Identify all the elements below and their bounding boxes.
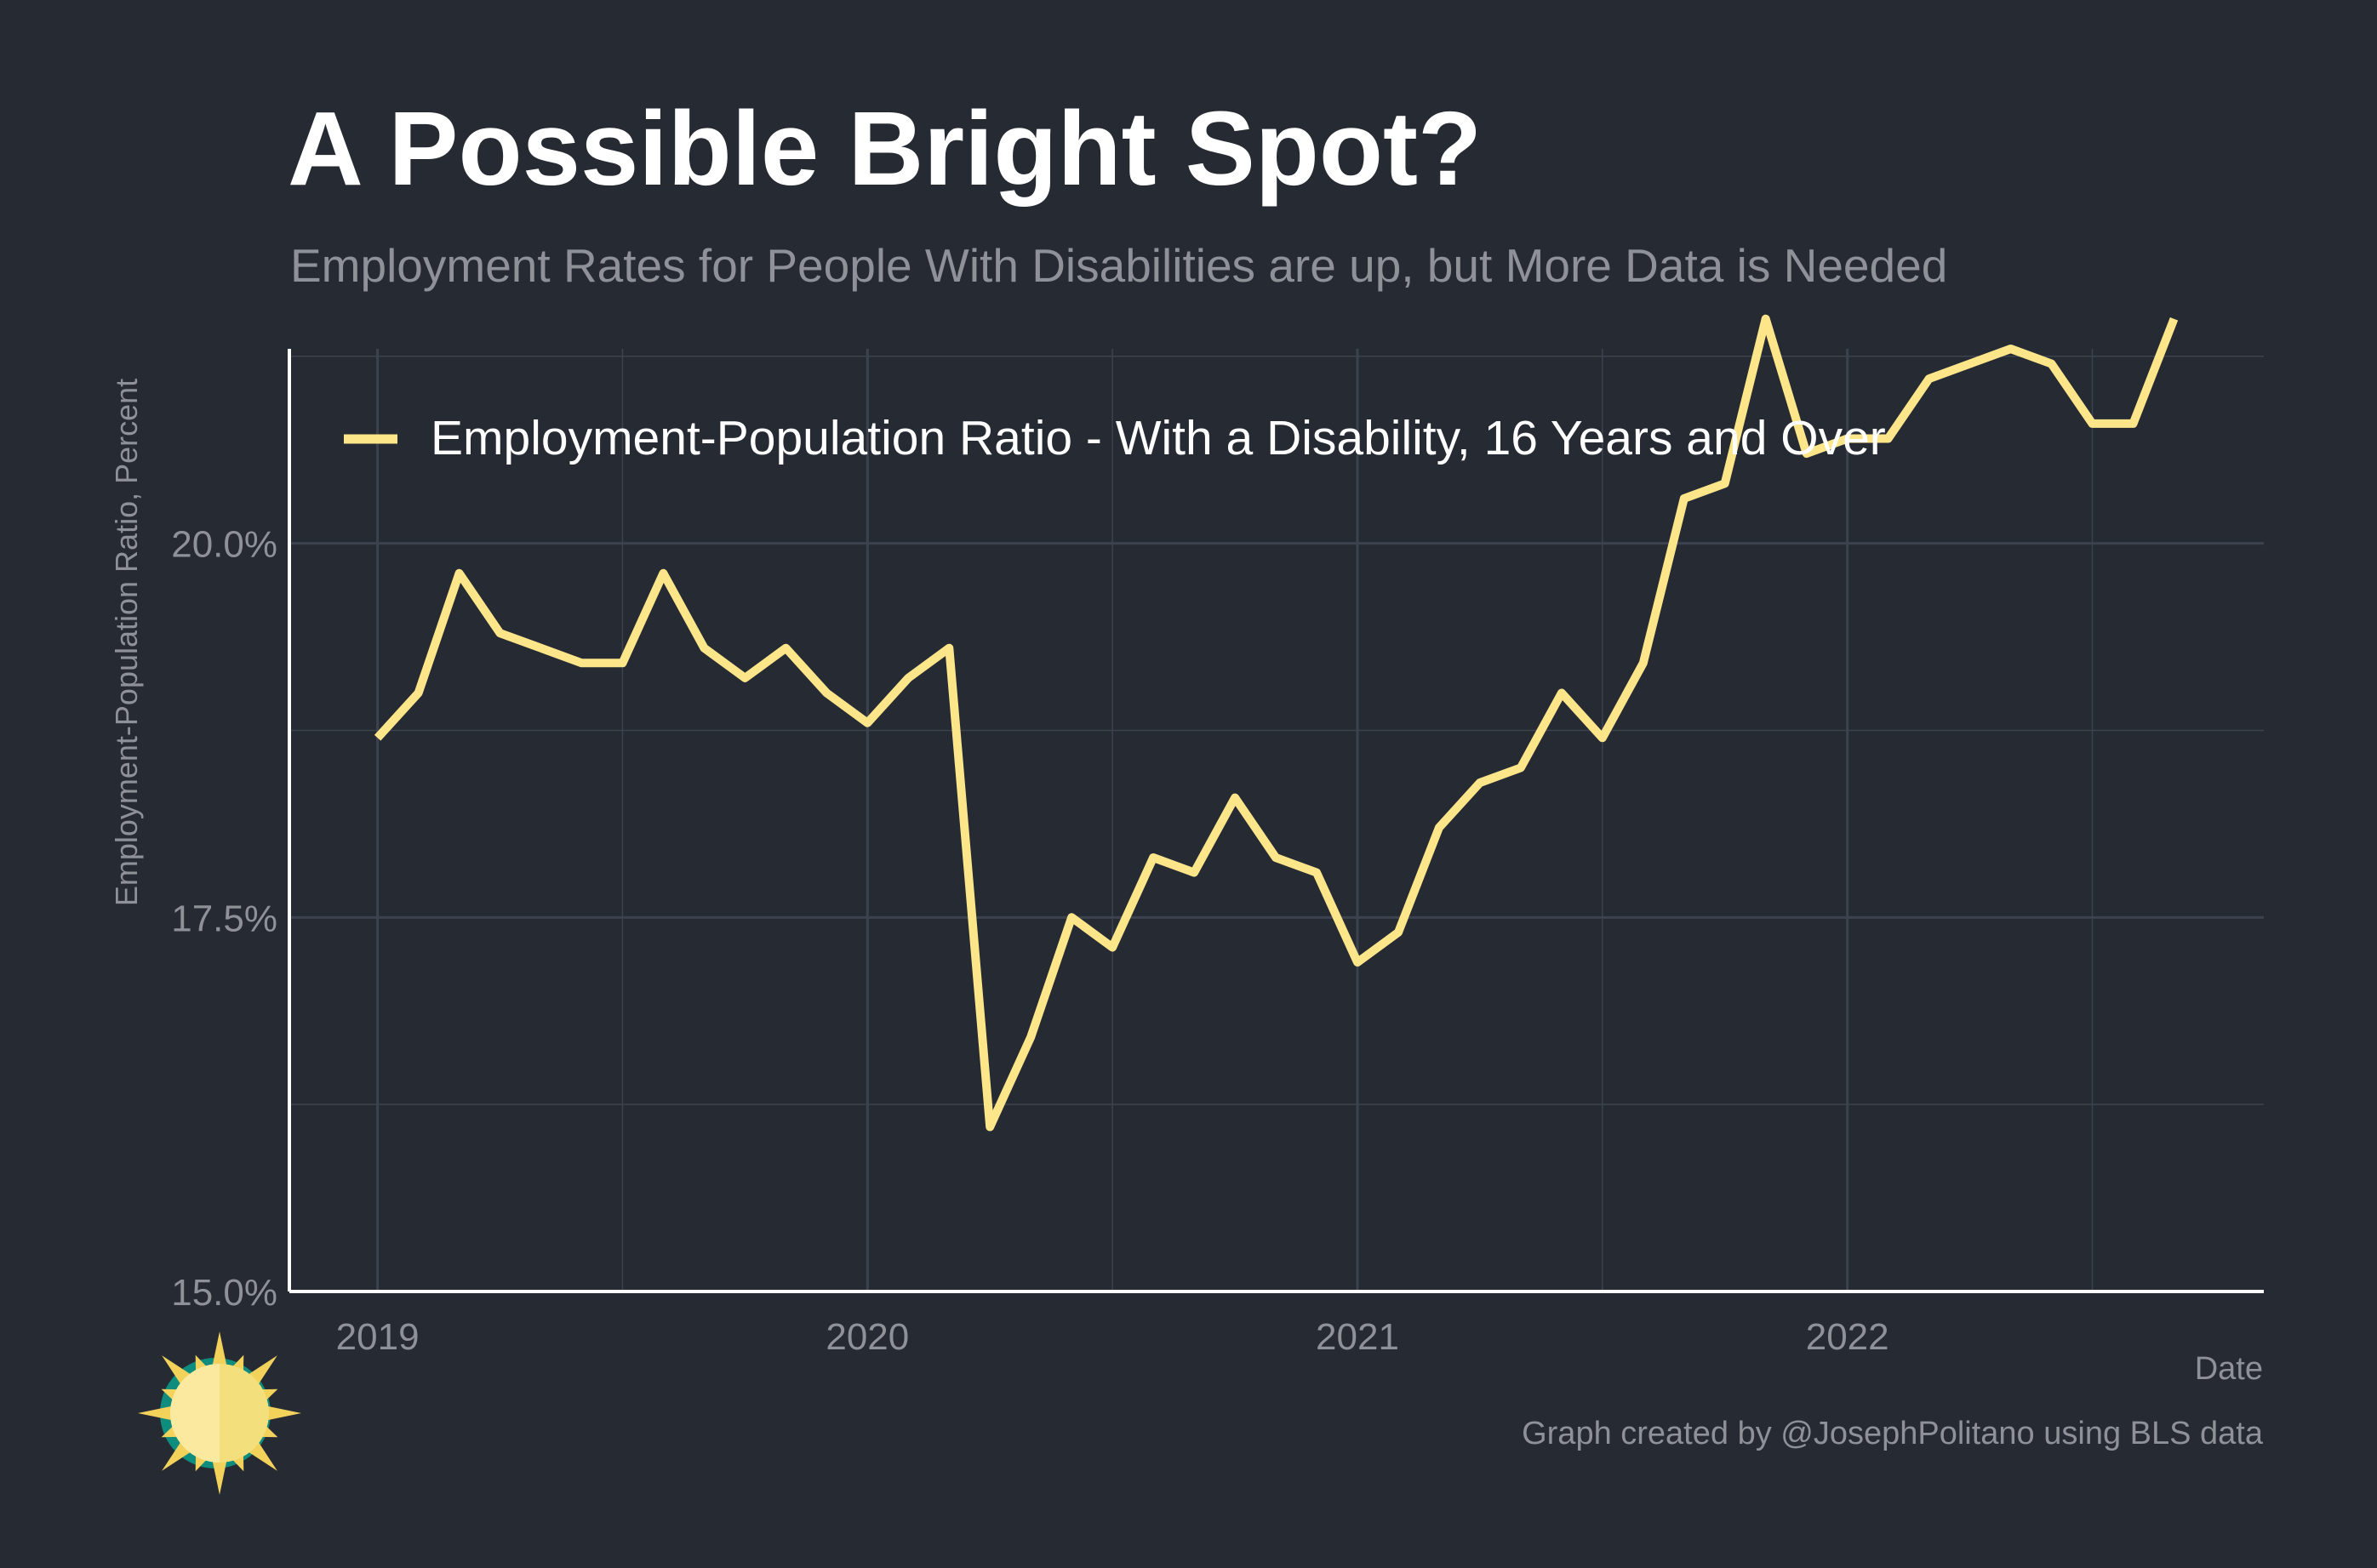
y-axis-label: Employment-Population Ratio, Percent: [109, 379, 144, 906]
legend-label: Employment-Population Ratio - With a Dis…: [431, 411, 1886, 465]
x-tick-label: 2022: [1806, 1316, 1889, 1358]
grid-minor: [289, 349, 2264, 1291]
source-caption: Graph created by @JosephPolitano using B…: [1522, 1416, 2263, 1451]
grid-major: [289, 349, 2264, 1293]
x-tick-label: 2019: [336, 1316, 420, 1358]
x-tick-labels: 2019 2020 2021 2022: [336, 1316, 1889, 1358]
chart-subtitle: Employment Rates for People With Disabil…: [290, 239, 1948, 292]
chart-title: A Possible Bright Spot?: [288, 91, 1483, 208]
series-line: [374, 314, 2179, 1132]
y-tick-label: 17.5%: [171, 898, 277, 939]
sun-icon: [138, 1331, 301, 1495]
y-tick-label: 15.0%: [171, 1272, 277, 1314]
legend: Employment-Population Ratio - With a Dis…: [344, 411, 1886, 465]
y-tick-label: 20.0%: [171, 524, 277, 566]
axes: [288, 349, 2264, 1293]
x-tick-label: 2021: [1316, 1316, 1399, 1358]
x-tick-label: 2020: [826, 1316, 909, 1358]
x-axis-label: Date: [2195, 1351, 2263, 1387]
series-layer: [374, 314, 2179, 1132]
y-tick-labels: 15.0% 17.5% 20.0%: [171, 524, 277, 1314]
